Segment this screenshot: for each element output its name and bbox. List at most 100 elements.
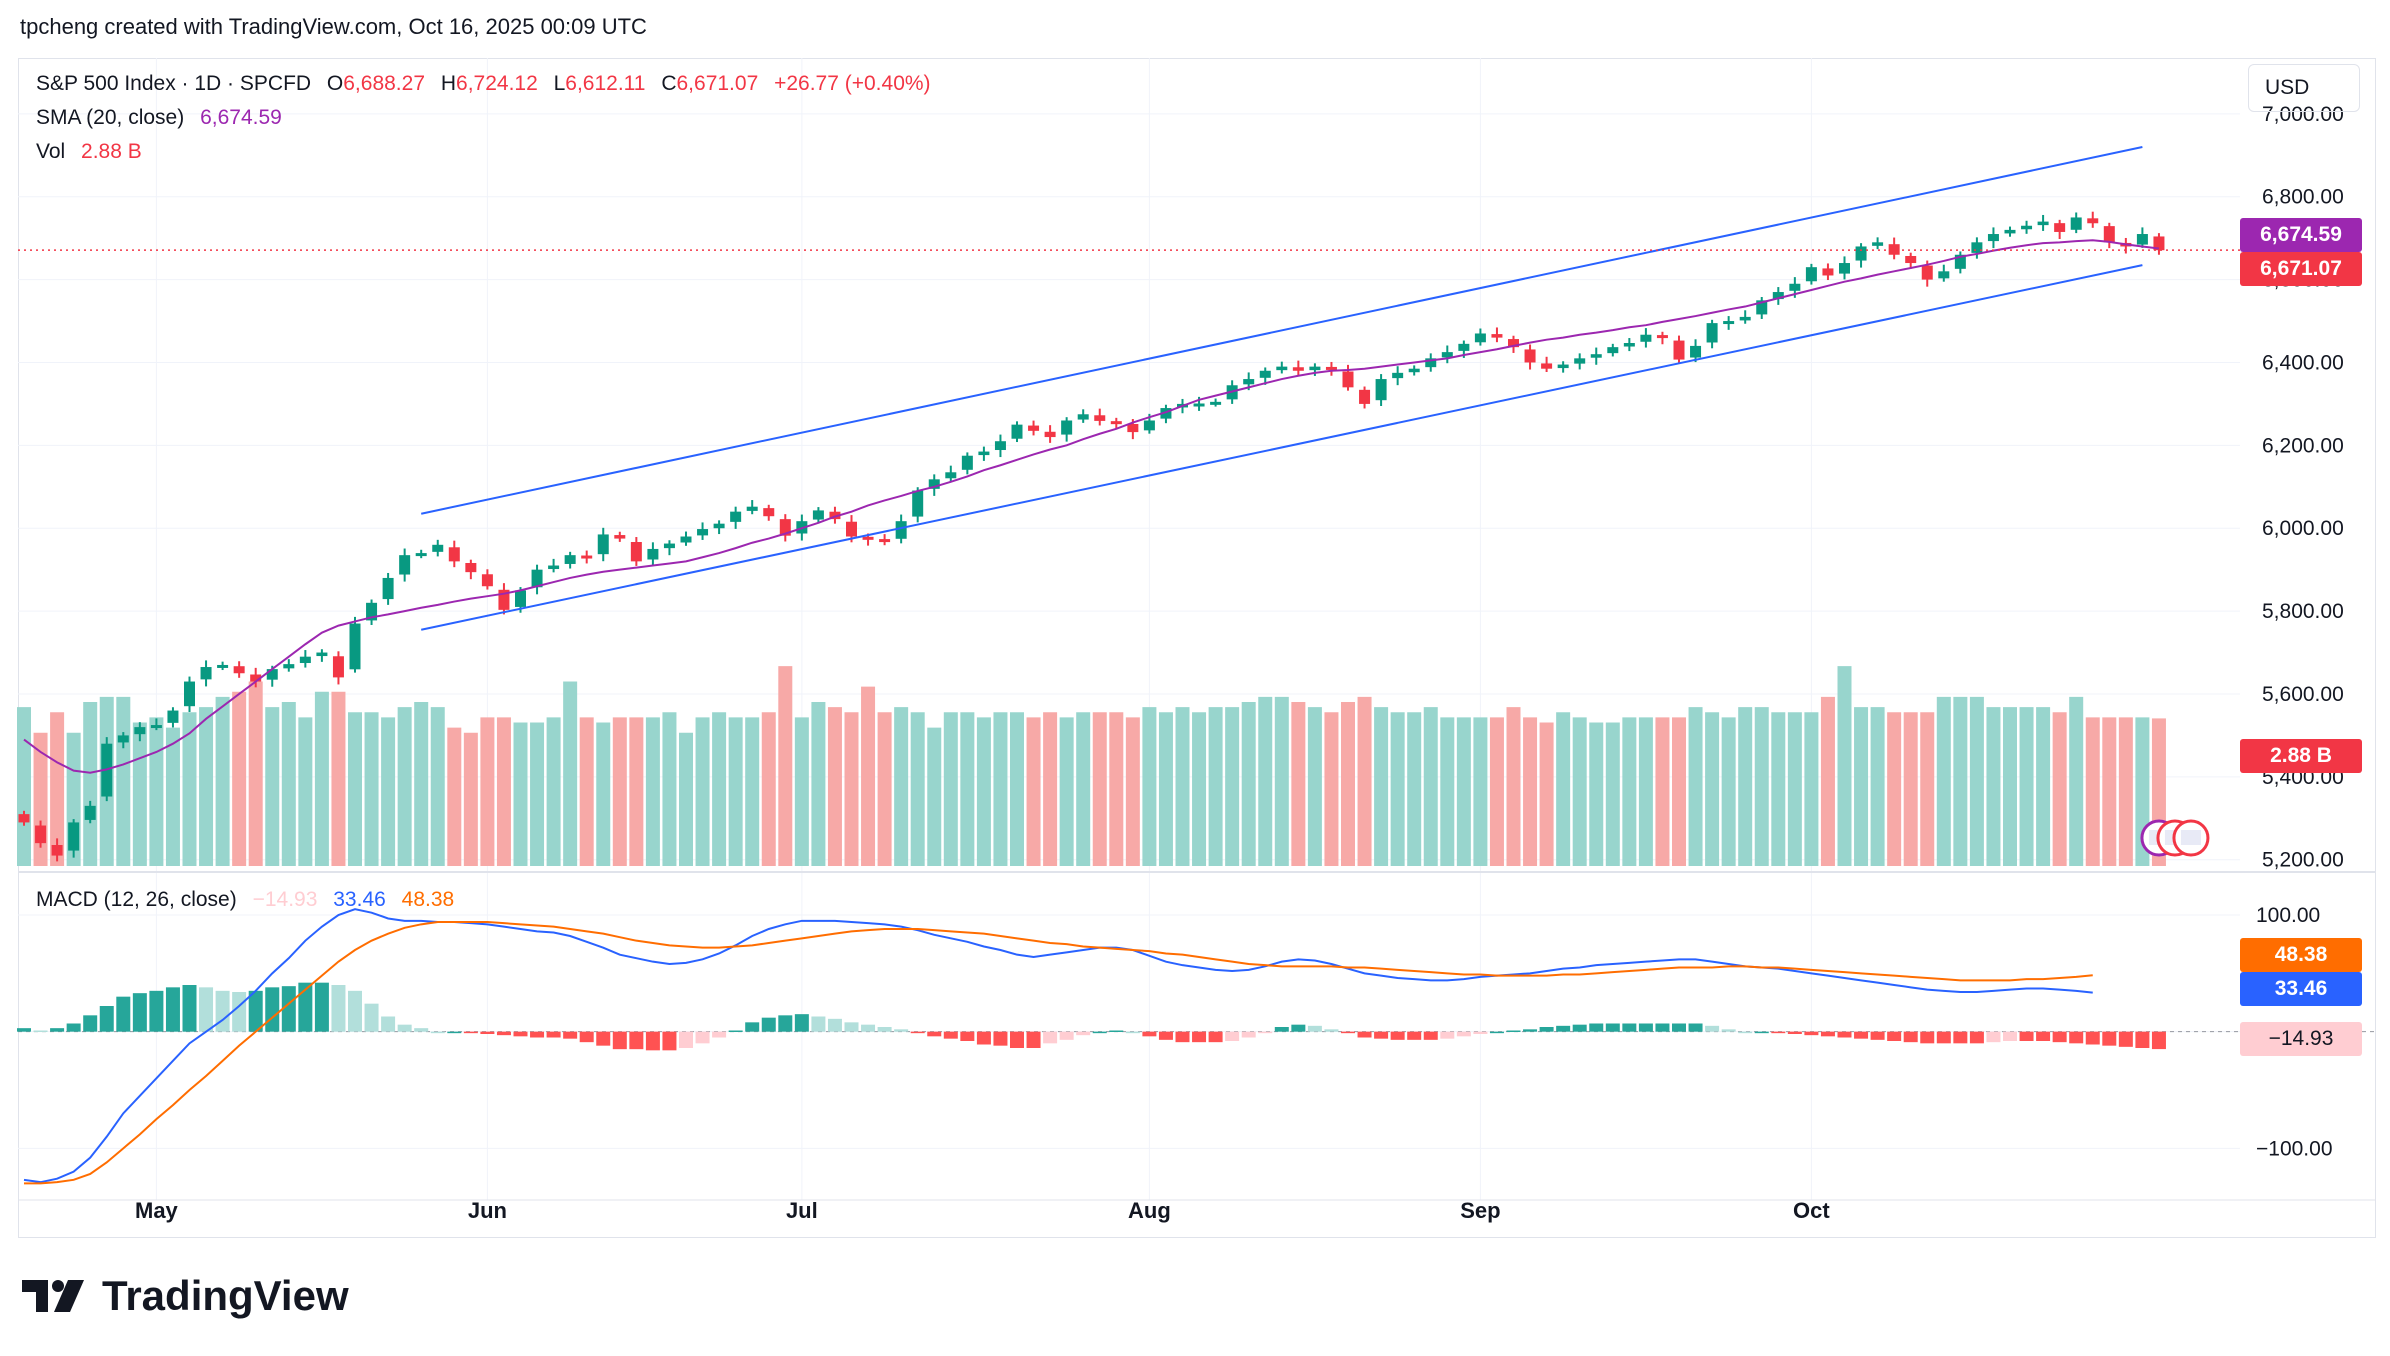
macd-histogram-bar xyxy=(1059,1031,1074,1040)
candle-body xyxy=(1739,316,1751,321)
volume-bar xyxy=(1357,696,1372,866)
candle-body xyxy=(399,555,411,575)
macd-histogram-bar xyxy=(1489,1031,1504,1034)
candle-body xyxy=(134,727,146,735)
volume-bar xyxy=(761,712,776,866)
legend-macd[interactable]: MACD (12, 26, close) −14.93 33.46 48.38 xyxy=(36,888,464,912)
volume-bar xyxy=(827,707,842,866)
volume-bar xyxy=(712,712,727,866)
candle-body xyxy=(1690,345,1702,358)
macd-histogram-bar xyxy=(99,1006,114,1032)
volume-bar xyxy=(2118,717,2133,866)
candle-body xyxy=(349,623,361,670)
time-axis-label: May xyxy=(135,1198,179,1223)
volume-bar xyxy=(1523,717,1538,866)
macd-histogram-bar xyxy=(1705,1025,1720,1032)
macd-histogram-bar xyxy=(1423,1031,1438,1040)
macd-histogram-bar xyxy=(1473,1031,1488,1034)
volume-bar xyxy=(1738,707,1753,866)
volume-bar xyxy=(943,712,958,866)
volume-bar xyxy=(17,707,31,866)
volume-bar xyxy=(910,712,925,866)
legend-sma-label[interactable]: SMA (20, close) xyxy=(36,106,185,129)
candle-body xyxy=(1359,389,1371,404)
currency-button[interactable]: USD xyxy=(2248,64,2360,112)
candle-body xyxy=(597,534,609,555)
legend-vol-label[interactable]: Vol xyxy=(36,140,66,163)
volume-bar xyxy=(1969,696,1984,866)
candle-body xyxy=(812,510,824,520)
macd-histogram-bar xyxy=(1672,1023,1686,1032)
volume-bar xyxy=(679,732,693,866)
macd-histogram-bar xyxy=(579,1031,594,1043)
macd-histogram-bar xyxy=(910,1031,925,1034)
macd-histogram-bar xyxy=(761,1017,776,1032)
legend-price[interactable]: S&P 500 Index · 1D · SPCFD O6,688.27 H6,… xyxy=(36,72,941,96)
macd-histogram-bar xyxy=(1506,1030,1521,1032)
volume-bar xyxy=(976,717,991,866)
legend-volume[interactable]: Vol 2.88 B xyxy=(36,140,152,164)
candle-body xyxy=(1640,334,1652,342)
macd-histogram-bar xyxy=(1887,1031,1902,1041)
volume-bar xyxy=(1953,696,1968,866)
macd-histogram-bar xyxy=(281,986,296,1032)
volume-bar xyxy=(811,702,826,866)
candle-body xyxy=(1557,364,1569,369)
macd-histogram-bar xyxy=(1456,1031,1471,1037)
volume-bar xyxy=(1804,712,1819,866)
candle-body xyxy=(895,521,907,539)
candle-body xyxy=(217,664,229,668)
macd-histogram-bar xyxy=(1787,1031,1802,1034)
macd-histogram-bar xyxy=(1307,1025,1322,1032)
price-axis-label: 5,600.00 xyxy=(2262,683,2344,706)
legend-symbol[interactable]: S&P 500 Index · 1D · SPCFD xyxy=(36,72,312,95)
volume-bar xyxy=(1307,707,1322,866)
tradingview-logo[interactable]: TradingView xyxy=(22,1272,349,1320)
legend-sma-value: 6,674.59 xyxy=(200,106,282,129)
macd-histogram-bar xyxy=(331,985,346,1032)
macd-histogram-bar xyxy=(645,1031,660,1051)
macd-histogram-bar xyxy=(1192,1031,1207,1043)
macd-histogram-bar xyxy=(1158,1031,1173,1040)
volume-bar xyxy=(844,712,859,866)
candle-body xyxy=(1987,234,1999,242)
macd-histogram-bar xyxy=(1208,1031,1223,1043)
macd-histogram-bar xyxy=(215,990,230,1032)
macd-histogram-bar xyxy=(728,1030,743,1032)
candle-body xyxy=(184,681,195,707)
tradingview-logo-text: TradingView xyxy=(102,1272,349,1319)
volume-bar xyxy=(1225,707,1240,866)
macd-histogram-bar xyxy=(397,1024,412,1032)
legend-macd-label[interactable]: MACD (12, 26, close) xyxy=(36,888,237,911)
macd-histogram-bar xyxy=(232,992,247,1032)
volume-bar xyxy=(1787,712,1802,866)
volume-bar xyxy=(579,717,594,866)
chart-frame xyxy=(18,58,2376,1238)
legend-sma[interactable]: SMA (20, close) 6,674.59 xyxy=(36,106,292,130)
macd-histogram-bar xyxy=(1936,1031,1951,1044)
macd-histogram-bar xyxy=(1953,1031,1968,1044)
volume-bar xyxy=(1374,707,1389,866)
macd-histogram-bar xyxy=(1721,1029,1736,1032)
macd-histogram-bar xyxy=(2069,1031,2084,1044)
candle-body xyxy=(1259,370,1271,378)
volume-bar xyxy=(381,717,396,866)
macd-histogram-bar xyxy=(1324,1029,1339,1032)
candle-body xyxy=(117,735,129,743)
macd-histogram-bar xyxy=(1407,1031,1422,1040)
candle-body xyxy=(448,547,460,562)
volume-bar xyxy=(248,681,263,866)
price-axis-label: 6,000.00 xyxy=(2262,517,2344,540)
volume-bar xyxy=(1059,717,1074,866)
macd-histogram-bar xyxy=(248,990,263,1032)
candle-body xyxy=(233,666,245,674)
price-axis-label: 6,800.00 xyxy=(2262,186,2344,209)
candle-body xyxy=(1110,421,1122,425)
volume-bar xyxy=(1274,696,1289,866)
candle-body xyxy=(84,805,96,820)
volume-bar xyxy=(1903,712,1918,866)
volume-bar xyxy=(861,686,876,866)
macd-histogram-bar xyxy=(1903,1031,1918,1043)
candle-body xyxy=(1607,347,1619,354)
